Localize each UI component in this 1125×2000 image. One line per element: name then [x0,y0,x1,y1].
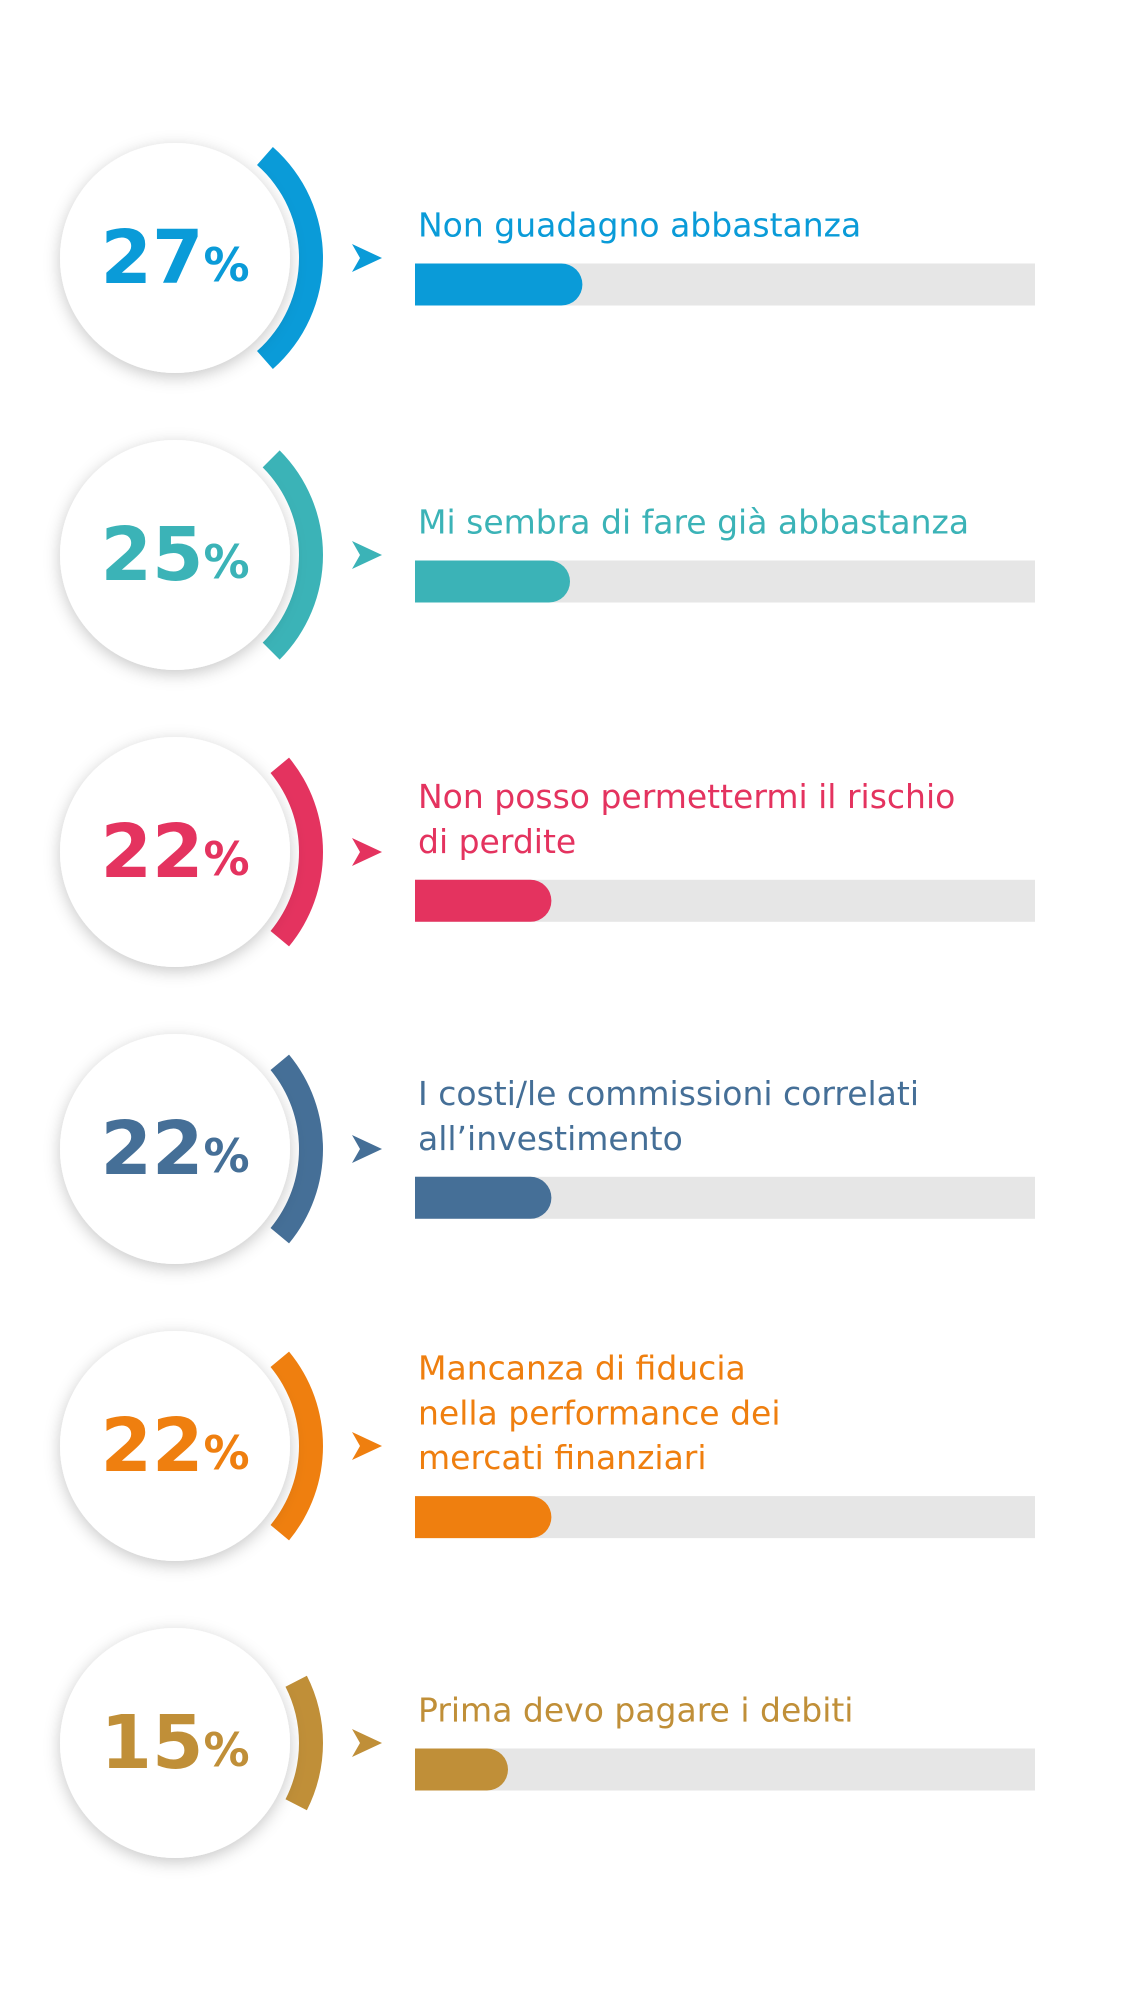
value-label: 27% [100,215,249,301]
bar-track [415,1748,1035,1791]
value-label: 22% [100,1403,249,1489]
value-arc [270,1054,324,1244]
circle [60,1331,290,1561]
value-unit: % [203,238,249,292]
category-label: mercati finanziari [418,1438,707,1477]
circle [60,737,290,967]
value-label: 15% [100,1700,249,1786]
circle [60,440,290,670]
value-number: 15 [100,1700,203,1786]
value-label: 25% [100,512,249,598]
chevron [352,838,382,866]
bar [415,263,583,306]
bar [415,879,552,922]
value-arc [270,757,323,947]
category-label: nella performance dei [418,1393,781,1432]
category-label: Mancanza di fiducia [418,1349,746,1388]
value-unit: % [203,1426,249,1480]
chevron [352,1135,382,1163]
value-unit: % [203,1129,249,1183]
value-label: 22% [100,1106,249,1192]
value-unit: % [203,535,249,589]
chevron [352,541,382,569]
value-number: 22 [100,1403,203,1489]
chevron [352,244,382,272]
value-arc [270,1351,323,1541]
value-number: 22 [100,1106,203,1192]
circle [60,1628,290,1858]
bar [415,1748,509,1791]
value-arc [285,1675,323,1811]
category-label: Mi sembra di fare già abbastanza [418,503,969,542]
bar [415,1496,552,1539]
circle [60,1034,290,1264]
value-number: 25 [100,512,203,598]
category-label: I costi/le commissioni correlati [418,1074,919,1113]
chevron [352,1432,382,1460]
category-label: Prima devo pagare i debiti [418,1691,853,1730]
value-label: 22% [100,809,249,895]
value-arc [262,450,323,660]
chevron [352,1729,382,1757]
circle [60,143,290,373]
bar [415,1176,552,1219]
category-label: all’investimento [418,1119,683,1158]
value-number: 27 [100,215,203,301]
value-unit: % [203,832,249,886]
category-label: Non posso permettermi il rischio [418,777,955,816]
value-unit: % [203,1723,249,1777]
value-arc [257,146,323,370]
category-label: di perdite [418,822,576,861]
bar [415,560,570,603]
category-label: Non guadagno abbastanza [418,206,861,245]
value-number: 22 [100,809,203,895]
